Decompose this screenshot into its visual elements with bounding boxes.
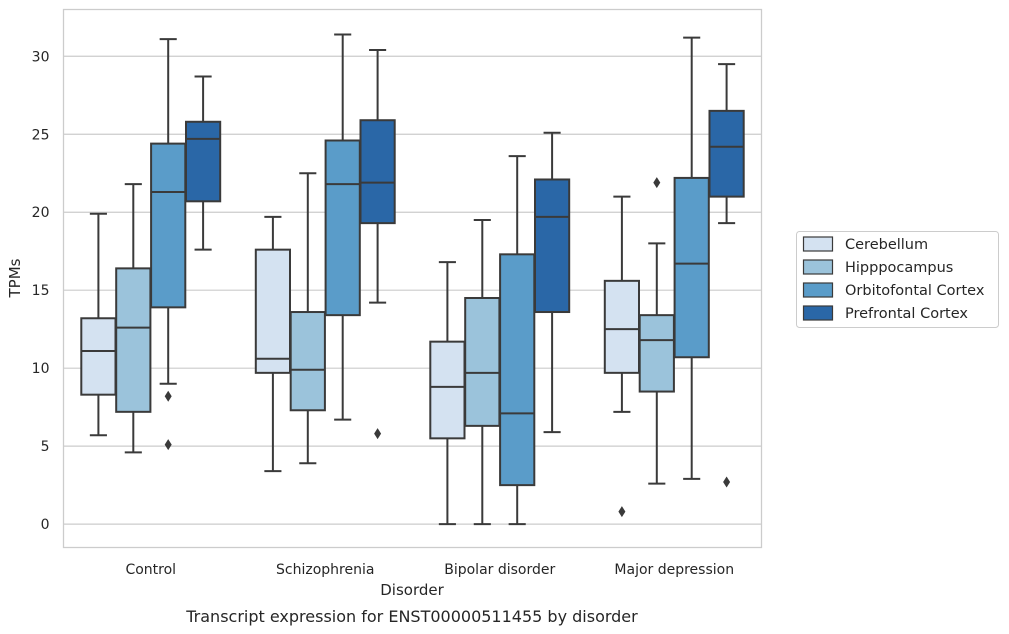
box-group [638,177,675,485]
boxes [80,33,745,526]
outlier-point [618,506,626,518]
x-axis-label: Disorder [380,581,444,599]
box-group [603,195,641,518]
outlier-point [164,390,172,402]
box [150,142,187,309]
x-tick-label: Major depression [614,562,734,578]
outlier-point [723,476,731,488]
box [603,279,641,374]
x-tick-label: Schizophrenia [276,562,374,578]
box [184,120,222,203]
y-tick-label: 0 [41,517,50,533]
box [254,248,292,374]
box-group [289,172,326,465]
box-group [464,219,501,526]
box-group [359,49,396,440]
box-group [499,155,536,526]
y-tick-label: 10 [32,361,50,377]
y-tick-label: 25 [32,127,50,143]
legend-swatch [802,305,834,321]
legend: Cerebellum Hipppocampus Orbitofontal Corte… [796,231,999,328]
x-axis: Control Schizophrenia Bipolar disorder Majo… [125,562,734,578]
box [499,253,536,487]
box-group [80,212,117,437]
legend-label: Orbitofontal Cortex [845,283,985,299]
legend-label: Cerebellum [845,237,928,253]
y-tick-label: 30 [32,49,50,65]
box [638,314,675,393]
box [359,119,396,225]
legend-label: Hipppocampus [845,260,953,276]
box-group [708,63,745,488]
legend-label: Prefrontal Cortex [845,306,968,322]
outlier-point [374,428,382,440]
box-group [533,131,571,434]
box [464,296,501,427]
y-tick-label: 15 [32,283,50,299]
y-axis: 0 5 10 15 20 25 30 [32,49,50,533]
y-axis-label: TPMs [6,258,24,298]
x-tick-label: Bipolar disorder [444,562,555,578]
box [429,340,466,440]
box-group [115,183,152,454]
legend-frame [796,231,999,328]
box [708,109,745,198]
x-tick-label: Control [125,562,176,578]
box [115,267,152,413]
chart-caption: Transcript expression for ENST0000051145… [185,607,638,626]
box [673,176,710,359]
box-group [184,75,222,251]
outlier-point [164,439,172,451]
y-tick-label: 20 [32,205,50,221]
box [324,139,361,317]
box-group [429,261,466,526]
plot-frame [62,8,763,549]
legend-swatch [802,259,834,275]
legend-swatch [802,236,834,252]
box-group [324,33,361,421]
box-group [673,36,710,480]
box-group [150,38,187,451]
box-group [254,215,292,473]
legend-swatch [802,282,834,298]
box [289,311,326,412]
outlier-point [653,177,661,189]
box [533,178,571,314]
y-tick-label: 5 [41,439,50,455]
box [80,317,117,396]
